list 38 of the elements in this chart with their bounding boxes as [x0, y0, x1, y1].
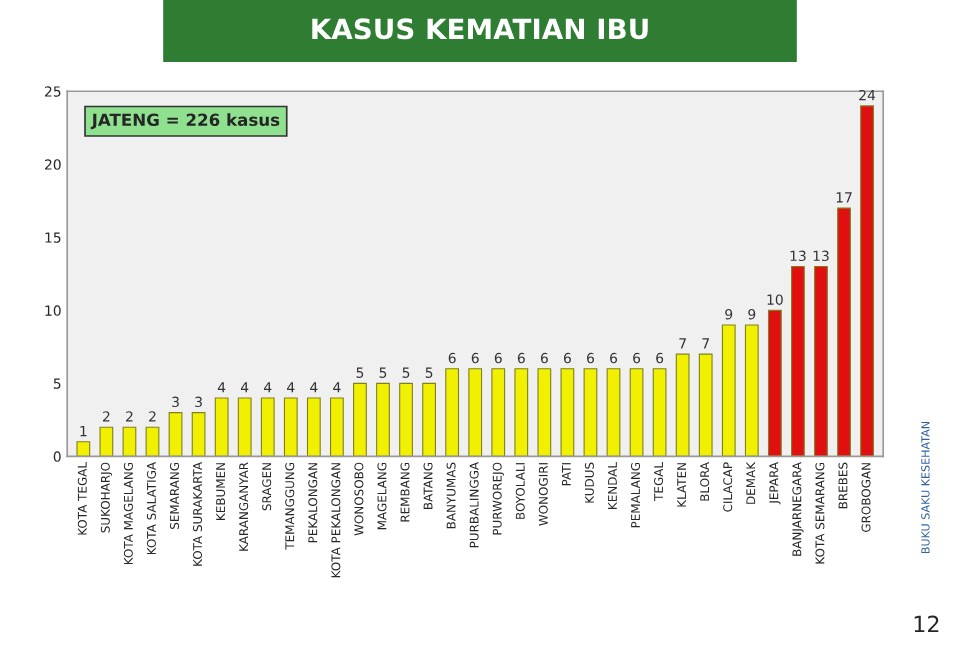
bar [698, 353, 713, 457]
annotation: JATENG = 226 kasus [90, 113, 280, 130]
bar [306, 397, 321, 457]
chart-title: KASUS KEMATIAN IBU [312, 18, 648, 40]
bar [445, 368, 460, 457]
bar [330, 397, 344, 457]
bar [537, 368, 552, 457]
bar [237, 397, 252, 457]
bar [353, 382, 367, 457]
bar [468, 368, 483, 457]
text: 12 [914, 615, 939, 633]
bar [260, 397, 275, 457]
bar [767, 309, 782, 457]
bar [191, 412, 206, 457]
bar [399, 382, 413, 457]
bar [744, 324, 759, 457]
bar [721, 324, 736, 457]
bar [214, 397, 229, 457]
bar [583, 368, 598, 457]
bar [422, 382, 436, 457]
bar [814, 265, 828, 457]
bar [145, 426, 160, 457]
bar [514, 368, 529, 457]
bar [837, 207, 851, 457]
bar [376, 382, 390, 457]
bar [283, 397, 298, 457]
bar [168, 412, 183, 457]
bar [99, 426, 114, 457]
bar [491, 368, 506, 457]
bar [629, 368, 644, 457]
bar [122, 426, 137, 457]
bar [860, 105, 874, 457]
bar [675, 353, 690, 457]
bar [652, 368, 667, 457]
bar [606, 368, 621, 457]
bar [560, 368, 575, 457]
bar [76, 441, 91, 457]
bar [791, 265, 805, 457]
